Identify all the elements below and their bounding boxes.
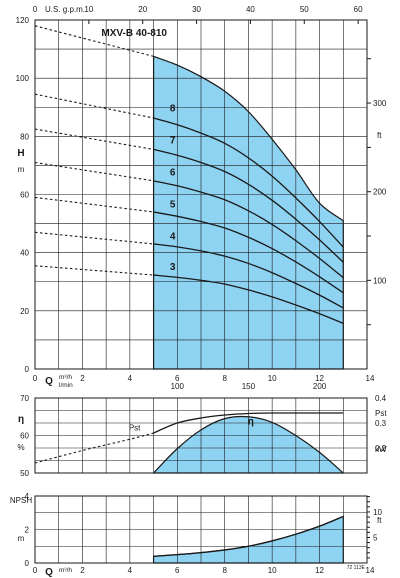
frames-layer	[34, 19, 371, 564]
npsh-y-units: m	[18, 534, 25, 543]
flow-x-tick: 14	[366, 374, 375, 383]
eff-left-label: η	[18, 414, 24, 425]
npsh-x-units: m³/h	[59, 567, 72, 574]
npsh-curve	[153, 515, 344, 557]
npsh-x-tick: 4	[128, 566, 133, 575]
usgpm-tick: 50	[300, 5, 309, 14]
stage-4-curve	[153, 243, 344, 309]
ft-tick: 100	[373, 276, 387, 285]
npsh-y-tick: 2	[25, 526, 30, 535]
eff-y-tick: 60	[20, 432, 29, 441]
head-y-tick: 40	[20, 249, 29, 258]
npsh-x-tick: 2	[80, 566, 85, 575]
curve-label-7: 7	[170, 136, 176, 147]
usgpm-tick: 30	[192, 5, 201, 14]
power-dashed-extension	[34, 432, 154, 464]
flow-x-tick: 6	[175, 374, 180, 383]
npsh-y-label: NPSH	[10, 496, 32, 505]
stage-3-dashed-extension	[34, 265, 154, 276]
stage-5-dashed-extension	[34, 196, 154, 213]
curve-label-5: 5	[170, 200, 176, 211]
flow-m3h-units: m³/h	[59, 374, 72, 381]
eff-y-tick: 50	[20, 469, 29, 478]
curve-label-4: 4	[170, 232, 176, 243]
flow-lmin-units: l/min	[59, 382, 73, 389]
npsh-ft-tick: 5	[373, 533, 378, 542]
head-y-tick: 100	[16, 74, 30, 83]
head-y-units: m	[18, 165, 25, 174]
npsh-y-tick: 0	[25, 559, 30, 568]
stage-8-curve	[153, 117, 344, 248]
chart-title: MXV-B 40-810	[101, 28, 167, 39]
curves-layer	[34, 25, 344, 557]
npsh-x-tick: 10	[268, 566, 277, 575]
npsh-frame	[34, 495, 368, 564]
usgpm-tick: 0	[33, 5, 38, 14]
usgpm-tick: 10	[84, 5, 93, 14]
usgpm-tick: 20	[138, 5, 147, 14]
power-right-units: kW	[375, 445, 387, 454]
stage-max-dashed-extension	[34, 25, 154, 57]
usgpm-units: U.S. g.p.m.	[45, 5, 85, 14]
flow-x-label: Q	[45, 376, 53, 387]
head-frame	[34, 19, 368, 370]
ft-tick: 300	[373, 99, 387, 108]
npsh-x-tick: 14	[366, 566, 375, 575]
flow-x-tick: 12	[315, 374, 324, 383]
lmin-tick: 150	[242, 382, 256, 391]
npsh-ft-tick: 10	[373, 508, 382, 517]
head-y-tick: 120	[16, 16, 30, 25]
usgpm-tick: 60	[354, 5, 363, 14]
lmin-tick: 200	[313, 382, 327, 391]
npsh-y-tick: 4	[25, 492, 30, 501]
npsh-ft-units: ft	[377, 516, 382, 525]
npsh-x-tick: 0	[33, 566, 38, 575]
head-y-tick: 80	[20, 132, 29, 141]
efficiency-curve-label: η	[248, 416, 254, 427]
lmin-tick: 100	[171, 382, 185, 391]
ft-units: ft	[377, 131, 382, 140]
eff-y-tick: 70	[20, 394, 29, 403]
flow-x-tick: 2	[80, 374, 85, 383]
power-tick: 0.2	[375, 444, 387, 453]
stage-6-curve	[153, 180, 344, 279]
stage-7-dashed-extension	[34, 128, 154, 150]
eff-frame	[34, 397, 368, 474]
stage-4-dashed-extension	[34, 231, 154, 245]
power-right-label: Pst	[375, 409, 387, 418]
stage-7-curve	[153, 148, 344, 263]
stage-3-curve	[153, 274, 344, 324]
flow-x-tick: 4	[128, 374, 133, 383]
usgpm-tick: 40	[246, 5, 255, 14]
flow-x-tick: 10	[268, 374, 277, 383]
power-tick: 0.4	[375, 394, 387, 403]
head-y-tick: 0	[25, 365, 30, 374]
flow-x-tick: 8	[222, 374, 227, 383]
power-curve	[153, 412, 344, 434]
ft-tick: 200	[373, 188, 387, 197]
curve-label-3: 3	[170, 262, 176, 273]
flow-x-tick: 0	[33, 374, 38, 383]
npsh-x-tick: 12	[315, 566, 324, 575]
npsh-x-tick: 8	[222, 566, 227, 575]
eff-left-units: %	[17, 443, 24, 452]
power-tick: 0.3	[375, 419, 387, 428]
npsh-x-tick: 6	[175, 566, 180, 575]
npsh-x-label: Q	[45, 567, 53, 578]
power-curve-label: Pst	[129, 424, 141, 433]
stage-8-dashed-extension	[34, 93, 154, 119]
figure-code: 72 113E	[347, 565, 366, 571]
curve-label-6: 6	[170, 168, 176, 179]
stage-5-curve	[153, 211, 344, 294]
head-y-label: H	[17, 148, 24, 159]
curve-label-8: 8	[170, 104, 176, 115]
head-y-tick: 20	[20, 307, 29, 316]
head-y-tick: 60	[20, 191, 29, 200]
